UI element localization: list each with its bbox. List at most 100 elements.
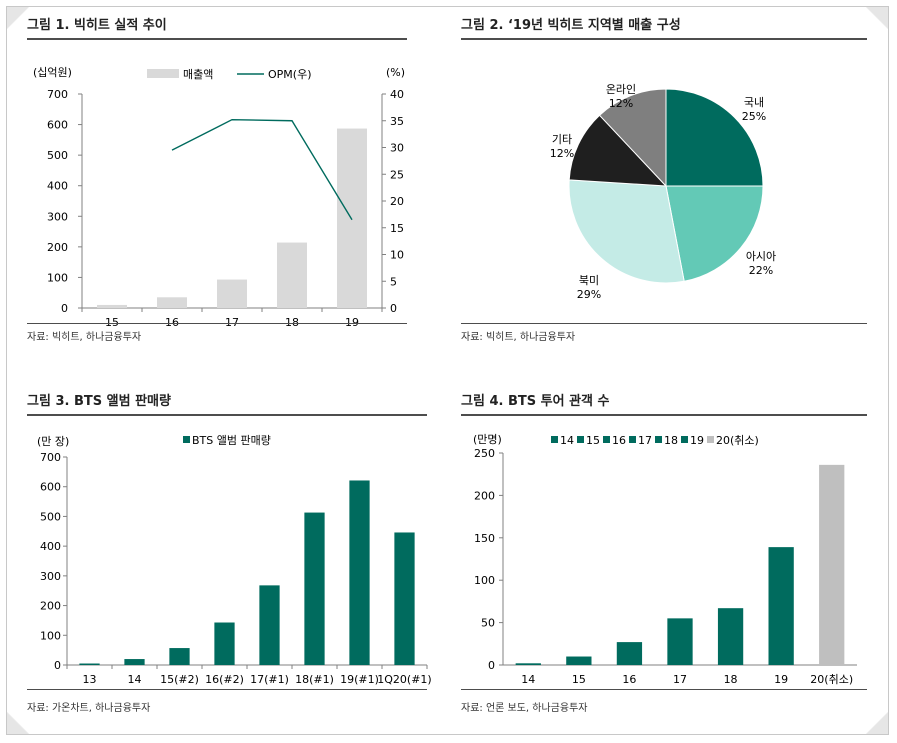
page-curl-top-left [7,7,29,29]
y-tick-label: 500 [40,510,61,523]
y-tick-label: 700 [40,451,61,464]
figure-3-chart: 0 100 200 300 400 500 600 700 (만 장) 13 14 15(#2) 16(… [37,434,432,686]
y-tick-label: 100 [47,271,68,284]
figure-4-source: 자료: 언론 보도, 하나금융투자 [461,703,588,714]
y2-tick-label: 5 [390,275,397,288]
x-tick-label: 18 [724,673,738,686]
x-tick-label: 17 [225,316,239,329]
figure-4-title: 그림 4. BTS 투어 관객 수 [461,394,610,409]
figure-1-chart: 0 100 200 300 400 500 600 700 0 5 10 15 20 25 30 35 40 (십… [33,66,405,329]
x-tick-label: 20(취소) [810,673,853,686]
audience-bar [667,618,693,665]
pie-slice-label: 온라인 [606,83,636,96]
legend-label: 15 [586,434,600,447]
audience-bar [717,608,744,665]
figure-1-title-rule [27,38,407,40]
y2-tick-label: 15 [390,222,404,235]
audience-bar [768,547,794,665]
legend-swatch [603,436,610,443]
y-tick-label: 250 [474,447,495,460]
pie-slice [568,179,685,284]
pie-slice [598,88,667,188]
panel-figure-1: 그림 1. 빅히트 실적 추이 0 100 200 300 400 500 600 700 0 5… [27,14,407,344]
legend-revenue-label: 매출액 [183,68,213,81]
legend-label: 20(취소) [716,434,759,447]
x-tick-label: 19(#1) [340,673,379,686]
pie-slice [665,88,764,187]
pie-slice-percent: 22% [749,264,773,277]
x-tick-label: 16 [622,673,636,686]
legend-swatch [707,436,714,443]
page-curl-bottom-right [866,712,888,734]
revenue-bar [97,304,127,308]
x-tick-label: 14 [128,673,142,686]
legend-swatch [681,436,688,443]
report-frame [6,6,889,735]
y-tick-label: 500 [47,149,68,162]
figure-2-title-rule [461,38,867,40]
y-tick-label: 0 [61,302,68,315]
figure-2-bottom-rule [461,323,867,324]
figure-4-title-rule [461,414,867,416]
legend-opm-label: OPM(우) [268,68,312,81]
legend-label: 14 [560,434,574,447]
audience-bar [566,656,592,665]
y-tick-label: 100 [474,574,495,587]
y-tick-label: 200 [47,241,68,254]
pie-slice [568,114,668,187]
y-tick-label: 0 [54,659,61,672]
panel-figure-3: 그림 3. BTS 앨범 판매량 0 100 200 300 400 500 600 700 (… [27,390,432,720]
x-tick-label: 16(#2) [205,673,244,686]
pie-slice [665,185,764,282]
y-tick-label: 0 [488,659,495,672]
legend-label: 17 [638,434,652,447]
pie-slice-percent: 25% [742,110,766,123]
x-tick-label: 17 [673,673,687,686]
figure-3-title-rule [27,414,427,416]
x-tick-label: 18 [285,316,299,329]
figure-3-bottom-rule [27,689,427,690]
figure-3-title: 그림 3. BTS 앨범 판매량 [27,394,171,409]
x-tick-label: 19 [345,316,359,329]
x-tick-label: 15 [572,673,586,686]
pie-slice-label: 국내 [744,96,764,109]
figure-2-source: 자료: 빅히트, 하나금융투자 [461,332,576,343]
x-tick-label: 16 [165,316,179,329]
album-sales-bar [214,622,235,665]
y2-tick-label: 0 [390,302,397,315]
y-tick-label: 600 [47,119,68,132]
y-tick-label: 400 [47,180,68,193]
y-tick-label: 50 [481,617,495,630]
audience-bar [515,663,541,665]
figure-3-source: 자료: 가온차트, 하나금융투자 [27,703,151,714]
revenue-bar [337,128,367,308]
album-sales-bar [349,480,370,665]
legend-revenue-swatch [147,69,179,78]
audience-bar [819,464,845,665]
album-sales-bar [304,512,325,665]
legend-album-label: BTS 앨범 판매량 [192,434,271,447]
album-sales-bar [394,532,415,665]
y-tick-label: 200 [40,600,61,613]
y2-axis-unit-label: (%) [386,66,405,79]
y2-tick-label: 40 [390,88,404,101]
legend-swatch [655,436,662,443]
legend-swatch [551,436,558,443]
page-curl-top-right [866,7,888,29]
audience-bar [616,642,643,665]
album-sales-bar [124,659,145,665]
revenue-bar [157,297,187,308]
legend-swatch [577,436,584,443]
page-curl-bottom-left [7,712,29,734]
legend-label: 18 [664,434,678,447]
panel-figure-2: 그림 2. ‘19년 빅히트 지역별 매출 구성 국내 25% 아시아 22% 북미 29… [461,14,867,344]
pie-slice-percent: 29% [577,288,601,301]
album-sales-bar [259,585,280,665]
y2-tick-label: 10 [390,249,404,262]
y-axis-unit-label: (만 장) [37,435,69,448]
y-tick-label: 700 [47,88,68,101]
figure-2-title: 그림 2. ‘19년 빅히트 지역별 매출 구성 [461,18,681,33]
album-sales-bar [169,648,190,665]
x-tick-label: 15 [105,316,119,329]
